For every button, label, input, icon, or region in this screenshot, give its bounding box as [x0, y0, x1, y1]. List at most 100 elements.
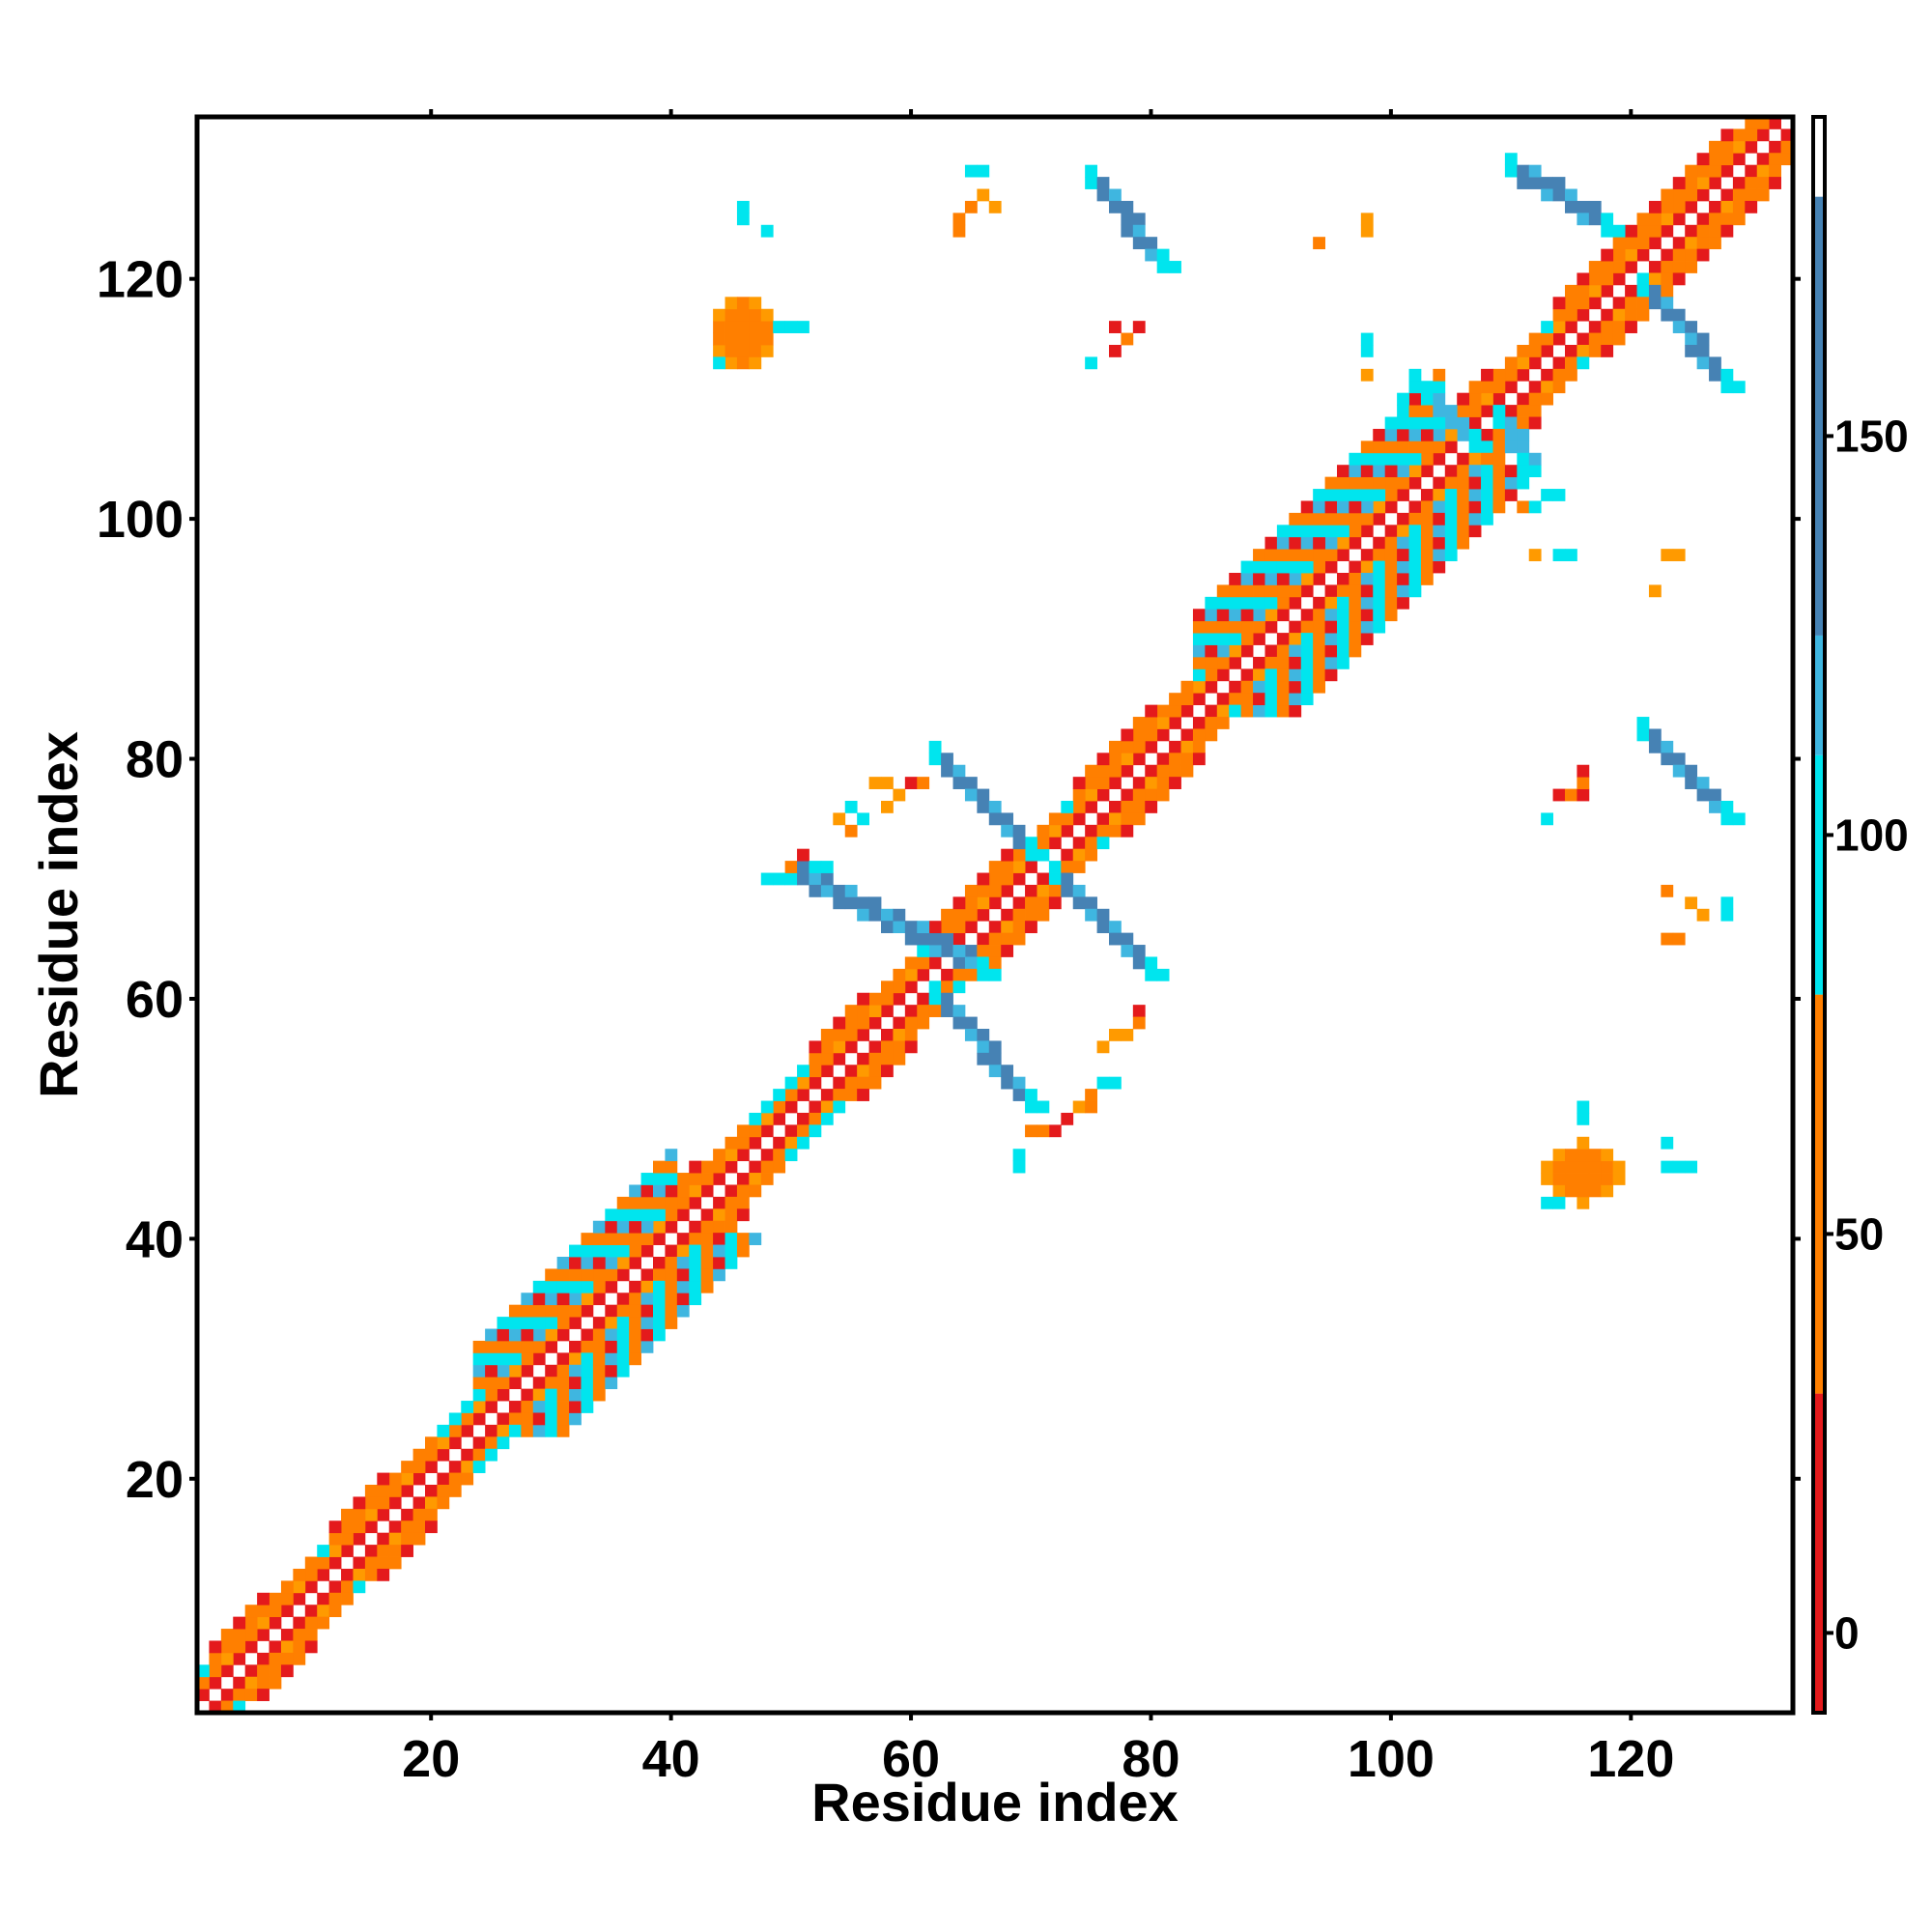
heatmap-cell [1612, 297, 1626, 310]
heatmap-cell [977, 788, 990, 802]
heatmap-cell [616, 1268, 630, 1282]
heatmap-cell [653, 1257, 666, 1269]
heatmap-cell [1324, 500, 1338, 514]
heatmap-cell [1048, 824, 1062, 838]
heatmap-cell [1397, 465, 1409, 478]
heatmap-cell [1504, 164, 1518, 178]
heatmap-cell [1661, 188, 1674, 202]
heatmap-cell [328, 1592, 342, 1605]
heatmap-cell [676, 1184, 690, 1198]
heatmap-cell [1636, 272, 1650, 286]
heatmap-cell [1577, 200, 1590, 213]
heatmap-cell [1709, 368, 1721, 382]
heatmap-cell [1373, 549, 1386, 561]
heatmap-cell [556, 1268, 570, 1282]
heatmap-cell [1121, 224, 1134, 238]
heatmap-cell [1096, 753, 1110, 766]
heatmap-cell [1264, 536, 1278, 550]
heatmap-cell [1636, 224, 1650, 238]
heatmap-cell [1696, 164, 1710, 178]
heatmap-cell [857, 1029, 869, 1041]
heatmap-cell [1096, 837, 1110, 850]
heatmap-cell [1205, 609, 1218, 622]
heatmap-cell [1397, 392, 1409, 406]
heatmap-cell [844, 1089, 858, 1101]
heatmap-cell [1504, 381, 1518, 394]
heatmap-cell [977, 1052, 990, 1065]
heatmap-cell [497, 1340, 510, 1353]
heatmap-cell [1408, 549, 1422, 561]
heatmap-cell [904, 1005, 918, 1017]
heatmap-cell [700, 1268, 714, 1282]
heatmap-cell [1444, 428, 1458, 441]
heatmap-cell [1433, 536, 1446, 550]
heatmap-cell [941, 1005, 953, 1017]
heatmap-cell [1192, 740, 1206, 753]
heatmap-cell [1565, 1173, 1577, 1185]
heatmap-cell [1577, 1160, 1590, 1174]
heatmap-cell [797, 1124, 810, 1138]
heatmap-cell [1001, 812, 1014, 826]
heatmap-cell [1324, 584, 1338, 598]
heatmap-cell [521, 1401, 534, 1413]
heatmap-cell [1025, 848, 1037, 862]
heatmap-cell [1384, 560, 1398, 574]
heatmap-cell [1360, 560, 1374, 574]
heatmap-cell [724, 1184, 738, 1198]
heatmap-cell [773, 1136, 786, 1150]
heatmap-cell [1289, 512, 1302, 526]
heatmap-cell [437, 1485, 450, 1497]
heatmap-cell [977, 872, 990, 886]
heatmap-cell [592, 1220, 606, 1234]
heatmap-cell [809, 1040, 822, 1054]
heatmap-cell [1289, 536, 1302, 550]
heatmap-cell [209, 1652, 222, 1665]
heatmap-cell [1541, 1160, 1553, 1174]
heatmap-cell [1720, 381, 1734, 394]
heatmap-cell [1492, 368, 1506, 382]
heatmap-cell [472, 1436, 486, 1450]
heatmap-cell [1709, 224, 1721, 238]
heatmap-cell [1264, 584, 1278, 598]
heatmap-cell [1289, 584, 1302, 598]
heatmap-cell [1373, 489, 1386, 501]
heatmap-cell [749, 308, 762, 322]
heatmap-cell [1001, 824, 1014, 838]
heatmap-cell [1612, 1160, 1626, 1174]
heatmap-cell [1373, 512, 1386, 526]
heatmap-cell [1360, 633, 1374, 645]
heatmap-cell [809, 872, 822, 886]
heatmap-cell [629, 1352, 641, 1366]
heatmap-cell [304, 1629, 318, 1641]
heatmap-cell [904, 1040, 918, 1054]
heatmap-cell [521, 1317, 534, 1329]
heatmap-cell [1457, 452, 1470, 466]
heatmap-cell [797, 848, 810, 862]
heatmap-cell [1085, 356, 1097, 370]
heatmap-cell [1229, 644, 1242, 658]
heatmap-cell [1504, 476, 1518, 490]
heatmap-cell [1756, 164, 1770, 178]
heatmap-cell [1504, 428, 1518, 441]
heatmap-cell [1552, 1196, 1566, 1209]
heatmap-cell [713, 1233, 725, 1245]
heatmap-cell [1457, 405, 1470, 417]
heatmap-cell [1337, 489, 1350, 501]
heatmap-cell [605, 1352, 618, 1366]
heatmap-cell [293, 1616, 306, 1630]
heatmap-cell [1420, 549, 1434, 561]
heatmap-cell [1012, 861, 1026, 873]
y-tick-label: 100 [97, 491, 184, 549]
heatmap-cell [1037, 896, 1050, 910]
heatmap-cell [1180, 753, 1194, 766]
heatmap-cell [1672, 932, 1686, 946]
heatmap-cell [1180, 728, 1194, 742]
heatmap-cell [928, 921, 942, 934]
heatmap-cell [616, 1328, 630, 1342]
heatmap-cell [448, 1472, 462, 1486]
heatmap-cell [1132, 213, 1146, 226]
y-tick-label: 40 [126, 1210, 184, 1268]
heatmap-cell [1337, 620, 1350, 634]
heatmap-cell [1061, 801, 1074, 813]
heatmap-cell [1240, 596, 1254, 610]
